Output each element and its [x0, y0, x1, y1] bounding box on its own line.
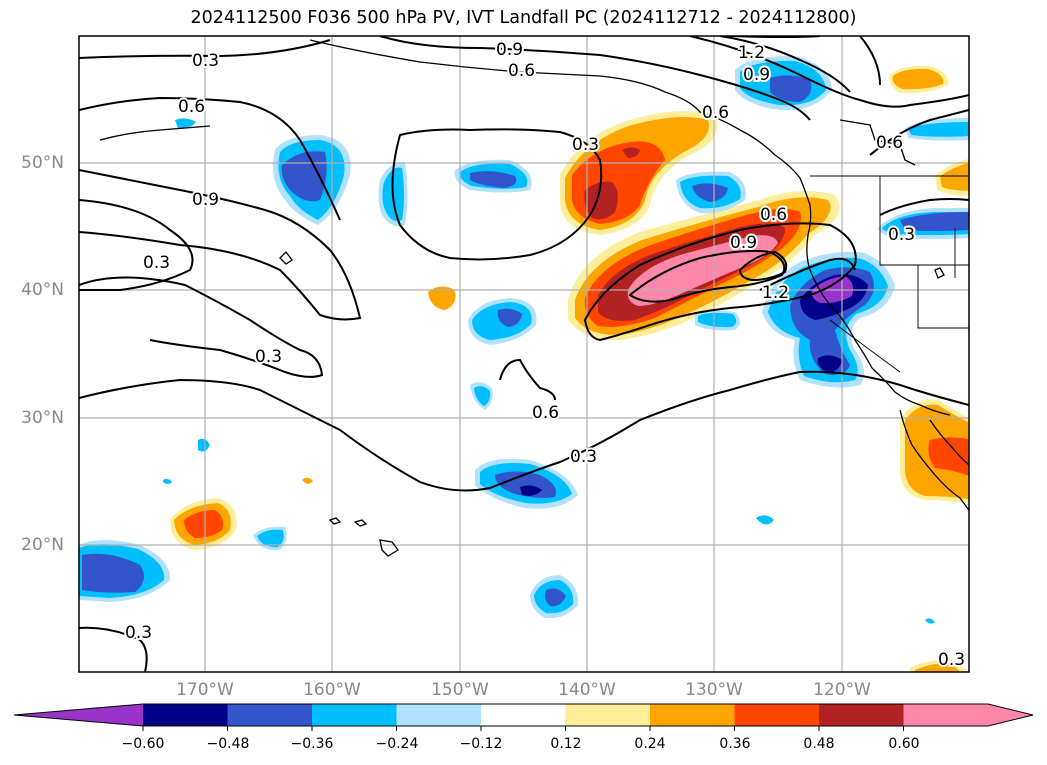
colorbar-segment: [143, 704, 228, 726]
colorbar-segment: [819, 704, 904, 726]
lon-label: 170°W: [176, 680, 234, 700]
contour-label: 1.2: [738, 43, 765, 63]
contour-label: 1.2: [762, 283, 789, 303]
political-boundaries: [810, 175, 969, 373]
contour-label: 0.6: [702, 103, 729, 123]
colorbar-segment: [227, 704, 313, 726]
contour-labels: 0.3 0.9 0.6 1.2 0.9 0.6 0.9 0.3 0.3 0.6 …: [123, 38, 967, 672]
lat-label: 50°N: [21, 153, 64, 173]
colorbar-tick-label: 0.60: [888, 736, 920, 752]
pv-contours: [79, 36, 969, 672]
lat-label: 40°N: [21, 280, 64, 300]
map-title: 2024112500 F036 500 hPa PV, IVT Landfall…: [190, 8, 857, 28]
contour-label: 0.3: [125, 623, 152, 643]
contour-label: 0.9: [496, 40, 523, 60]
lat-label: 20°N: [21, 535, 64, 555]
colorbar-tick-label: −0.60: [121, 736, 165, 752]
colorbar-segment: [734, 704, 820, 726]
colorbar-tick-label: −0.48: [206, 736, 250, 752]
colorbar-extend-max: [988, 704, 1033, 726]
contour-label: 0.3: [192, 51, 219, 71]
colorbar-segment: [565, 704, 651, 726]
positive-anomaly-fill: [170, 65, 969, 672]
map-frame: [78, 35, 970, 673]
lon-label: 120°W: [813, 680, 871, 700]
colorbar-segment: [396, 704, 482, 726]
contour-label: 0.9: [730, 233, 757, 253]
contour-label: 0.3: [888, 225, 915, 245]
contour-label: 0.6: [532, 403, 559, 423]
contour-label: 0.6: [178, 97, 205, 117]
colorbar-tick-label: 0.36: [719, 736, 751, 752]
contour-label: 0.9: [192, 190, 219, 210]
contour-label: 0.3: [143, 253, 170, 273]
colorbar-tick-label: −0.36: [290, 736, 334, 752]
lon-label: 160°W: [303, 680, 361, 700]
contour-label: 0.3: [938, 650, 965, 670]
lon-label: 140°W: [558, 680, 616, 700]
colorbar-extend-min: [14, 704, 143, 726]
contour-label: 0.3: [255, 347, 282, 367]
contour-label: 0.9: [743, 65, 770, 85]
colorbar: [13, 703, 1034, 731]
colorbar-tick-label: 0.12: [550, 736, 582, 752]
colorbar-segment: [903, 704, 989, 726]
negative-anomaly-fill: [79, 55, 969, 624]
colorbar-tick-label: −0.12: [459, 736, 503, 752]
colorbar-tick-label: −0.24: [375, 736, 419, 752]
contour-label: 0.6: [760, 205, 787, 225]
contour-label: 0.3: [570, 447, 597, 467]
contour-label: 0.6: [508, 61, 535, 81]
colorbar-tick-label: 0.24: [634, 736, 666, 752]
colorbar-tick-label: 0.48: [803, 736, 835, 752]
graticule: [79, 36, 969, 672]
colorbar-segment: [650, 704, 735, 726]
lat-label: 30°N: [21, 408, 64, 428]
colorbar-segment: [481, 704, 566, 726]
contour-label: 0.6: [876, 133, 903, 153]
map-area: 0.3 0.9 0.6 1.2 0.9 0.6 0.9 0.3 0.3 0.6 …: [79, 36, 969, 672]
lon-label: 130°W: [685, 680, 743, 700]
contour-label: 0.3: [572, 135, 599, 155]
lon-label: 150°W: [431, 680, 489, 700]
colorbar-segment: [312, 704, 397, 726]
